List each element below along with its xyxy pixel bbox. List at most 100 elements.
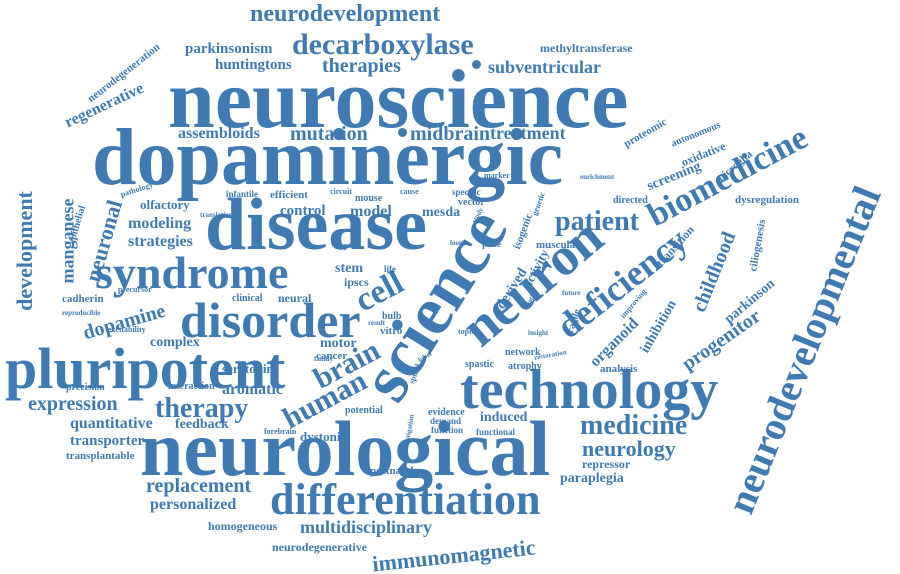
word-quantitative: quantitative xyxy=(70,415,153,432)
word-disease: disease xyxy=(205,184,427,266)
word-transporter: transporter xyxy=(70,433,145,449)
word-plate: plate xyxy=(482,239,501,249)
word-precursor: precursor xyxy=(118,285,152,294)
word-huntingtons: huntingtons xyxy=(215,57,292,73)
word-postnatal: postnatal xyxy=(370,465,414,477)
word-result: result xyxy=(368,319,385,327)
word-cause: cause xyxy=(400,187,419,196)
word-spastic: spastic xyxy=(465,359,494,370)
word-loop: loop xyxy=(450,239,463,247)
word-ipscs: ipscs xyxy=(344,275,369,289)
word-repressor: repressor xyxy=(582,457,631,471)
word-differentiation: differentiation xyxy=(270,475,541,524)
word-bulb: bulb xyxy=(382,311,402,322)
word-analysis: analysis xyxy=(600,363,638,375)
word-neurodevelopment: neurodevelopment xyxy=(250,1,441,27)
word-circuit: circuit xyxy=(330,187,353,196)
word-motor: motor xyxy=(320,336,357,351)
word-network: network xyxy=(505,347,541,358)
word-aromatic: aromatic xyxy=(222,381,284,398)
word-modeling: modeling xyxy=(128,215,192,232)
word-feedback: feedback xyxy=(175,417,229,432)
word-forebrain: forebrain xyxy=(264,427,297,436)
word-enrichment: enrichment xyxy=(580,173,615,181)
word-muscular: muscular xyxy=(536,239,580,251)
word-serotonin: serotonin xyxy=(222,361,274,376)
word-mouse: mouse xyxy=(355,193,383,204)
word-marker: marker xyxy=(484,171,510,180)
word-paraplegia: paraplegia xyxy=(560,471,624,486)
bullet-dot-2 xyxy=(398,128,407,137)
word-reproducible: reproducible xyxy=(62,309,101,317)
word-decarboxylase: decarboxylase xyxy=(292,28,474,61)
bullet-dot-1 xyxy=(472,60,481,69)
word-immunomagnetic: immunomagnetic xyxy=(371,534,537,574)
word-control: control xyxy=(280,203,326,219)
word-stem: stem xyxy=(335,261,363,276)
word-family: family xyxy=(314,355,334,363)
word-functional: functional xyxy=(476,427,516,437)
word-assembloids: assembloids xyxy=(178,125,260,142)
word-development: development xyxy=(11,191,37,311)
word-optic: optic xyxy=(340,241,357,250)
word-replacement: replacement xyxy=(146,475,252,497)
word-dystonia: dystonia xyxy=(300,429,347,444)
word-neuroscience: neuroscience xyxy=(168,53,629,146)
word-neural: neural xyxy=(278,291,312,305)
word-model: model xyxy=(350,203,392,220)
word-technology: technology xyxy=(460,359,719,421)
word-infantile: infantile xyxy=(226,189,259,199)
word-transplantable: transplantable xyxy=(66,450,135,462)
word-life: life xyxy=(384,264,396,274)
word-personalized: personalized xyxy=(150,496,237,513)
word-insight: insight xyxy=(528,329,549,337)
word-proteomic: proteomic xyxy=(621,116,670,151)
word-vector: vector xyxy=(458,197,485,208)
word-treatment: treatment xyxy=(490,123,566,143)
word-olfactory: olfactory xyxy=(140,197,190,212)
word-multidisciplinary: multidisciplinary xyxy=(300,517,433,537)
word-inhibition: inhibition xyxy=(637,297,680,356)
word-mesda: mesda xyxy=(422,205,461,220)
word-potential: potential xyxy=(345,405,383,416)
word-vitro: vitro xyxy=(380,325,403,337)
word-cancer: cancer xyxy=(316,350,348,362)
word-patient: patient xyxy=(555,206,639,237)
word-midbrain: midbrain xyxy=(410,123,491,145)
word-parkinsonism: parkinsonism xyxy=(185,41,273,57)
word-neurological: neurological xyxy=(140,405,551,492)
word-atrophy: atrophy xyxy=(508,361,542,372)
word-progenitor: progenitor xyxy=(677,304,765,376)
word-expression: expression xyxy=(28,393,118,415)
word-precision: precision xyxy=(66,382,105,393)
word-subventricular: subventricular xyxy=(488,57,602,77)
word-specific: specific xyxy=(452,187,481,197)
word-syndrome: syndrome xyxy=(95,247,289,298)
word-therapies: therapies xyxy=(322,55,401,77)
word-strategies: strategies xyxy=(128,233,193,250)
word-homogeneous: homogeneous xyxy=(208,519,278,533)
word-dopaminergic: dopaminergic xyxy=(92,114,564,202)
word-pluripotent: pluripotent xyxy=(5,336,286,401)
word-neurology: neurology xyxy=(582,436,676,461)
word-demand: demand xyxy=(430,416,462,426)
word-methyltransferase: methyltransferase xyxy=(540,41,633,55)
word-childhood: childhood xyxy=(688,228,741,316)
word-future: future xyxy=(562,289,581,297)
word-function: function xyxy=(431,425,464,435)
word-dysregulation: dysregulation xyxy=(735,194,799,206)
word-evidence: evidence xyxy=(428,407,465,418)
word-excitability: excitability xyxy=(108,325,146,334)
word-topic: topic xyxy=(458,327,475,336)
word-ciliogenesis: ciliogenesis xyxy=(747,218,769,273)
word-neurodegenerative: neurodegenerative xyxy=(272,540,368,554)
word-medicine: medicine xyxy=(580,410,688,441)
word-induced: induced xyxy=(480,410,528,425)
word-complex: complex xyxy=(150,335,200,350)
word-clinical: clinical xyxy=(232,293,263,304)
word-disorder: disorder xyxy=(180,292,361,348)
word-translation: translation xyxy=(200,211,233,219)
word-therapy: therapy xyxy=(155,393,249,424)
word-directed: directed xyxy=(613,195,648,206)
